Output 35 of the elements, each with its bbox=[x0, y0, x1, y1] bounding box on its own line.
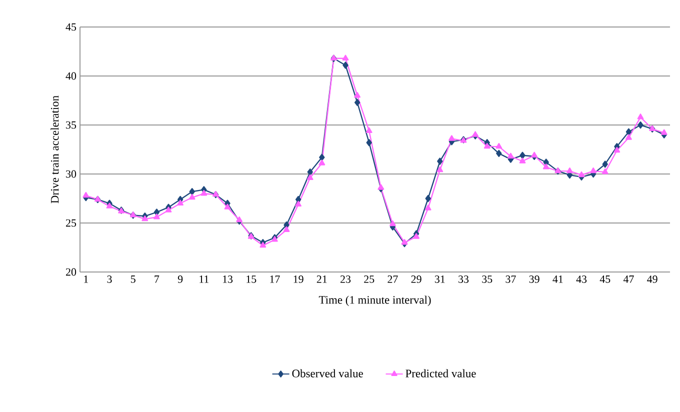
x-tick-label: 13 bbox=[222, 276, 233, 283]
x-tick-label: 1 bbox=[84, 276, 88, 283]
x-tick-label: 43 bbox=[576, 276, 587, 283]
y-tick-label: 25 bbox=[66, 219, 76, 227]
x-tick-label: 45 bbox=[600, 276, 610, 283]
x-tick-label: 11 bbox=[200, 276, 209, 283]
x-tick-label: 7 bbox=[154, 276, 160, 283]
y-tick-label: 35 bbox=[66, 121, 76, 129]
x-tick-label: 5 bbox=[131, 276, 136, 283]
x-tick-label: 15 bbox=[246, 276, 256, 283]
y-tick-label: 40 bbox=[66, 72, 76, 80]
x-tick-label: 47 bbox=[623, 276, 634, 283]
x-tick-label: 41 bbox=[552, 276, 563, 283]
x-tick-label: 25 bbox=[364, 276, 374, 283]
y-tick-label: 20 bbox=[66, 268, 76, 276]
x-tick-label: 29 bbox=[411, 276, 422, 283]
y-tick-label: 45 bbox=[66, 23, 76, 31]
x-tick-label: 9 bbox=[178, 276, 183, 283]
x-tick-label: 39 bbox=[529, 276, 540, 283]
x-tick-label: 49 bbox=[647, 276, 658, 283]
x-tick-label: 35 bbox=[482, 276, 492, 283]
y-axis-title: Drive train acceleration bbox=[50, 96, 59, 204]
y-tick-label: 30 bbox=[66, 170, 76, 178]
x-tick-label: 19 bbox=[294, 276, 304, 283]
x-axis-title: Time (1 minute interval) bbox=[318, 296, 431, 306]
legend-label: Observed value bbox=[292, 369, 363, 378]
x-tick-label: 23 bbox=[340, 276, 351, 283]
x-tick-label: 3 bbox=[107, 276, 112, 283]
x-tick-label: 17 bbox=[270, 276, 280, 283]
x-tick-label: 31 bbox=[434, 276, 445, 283]
legend-label: Predicted value bbox=[406, 369, 476, 378]
x-tick-label: 27 bbox=[388, 276, 398, 283]
x-tick-label: 21 bbox=[316, 276, 327, 283]
x-tick-label: 33 bbox=[458, 276, 469, 283]
x-tick-label: 37 bbox=[506, 276, 516, 283]
